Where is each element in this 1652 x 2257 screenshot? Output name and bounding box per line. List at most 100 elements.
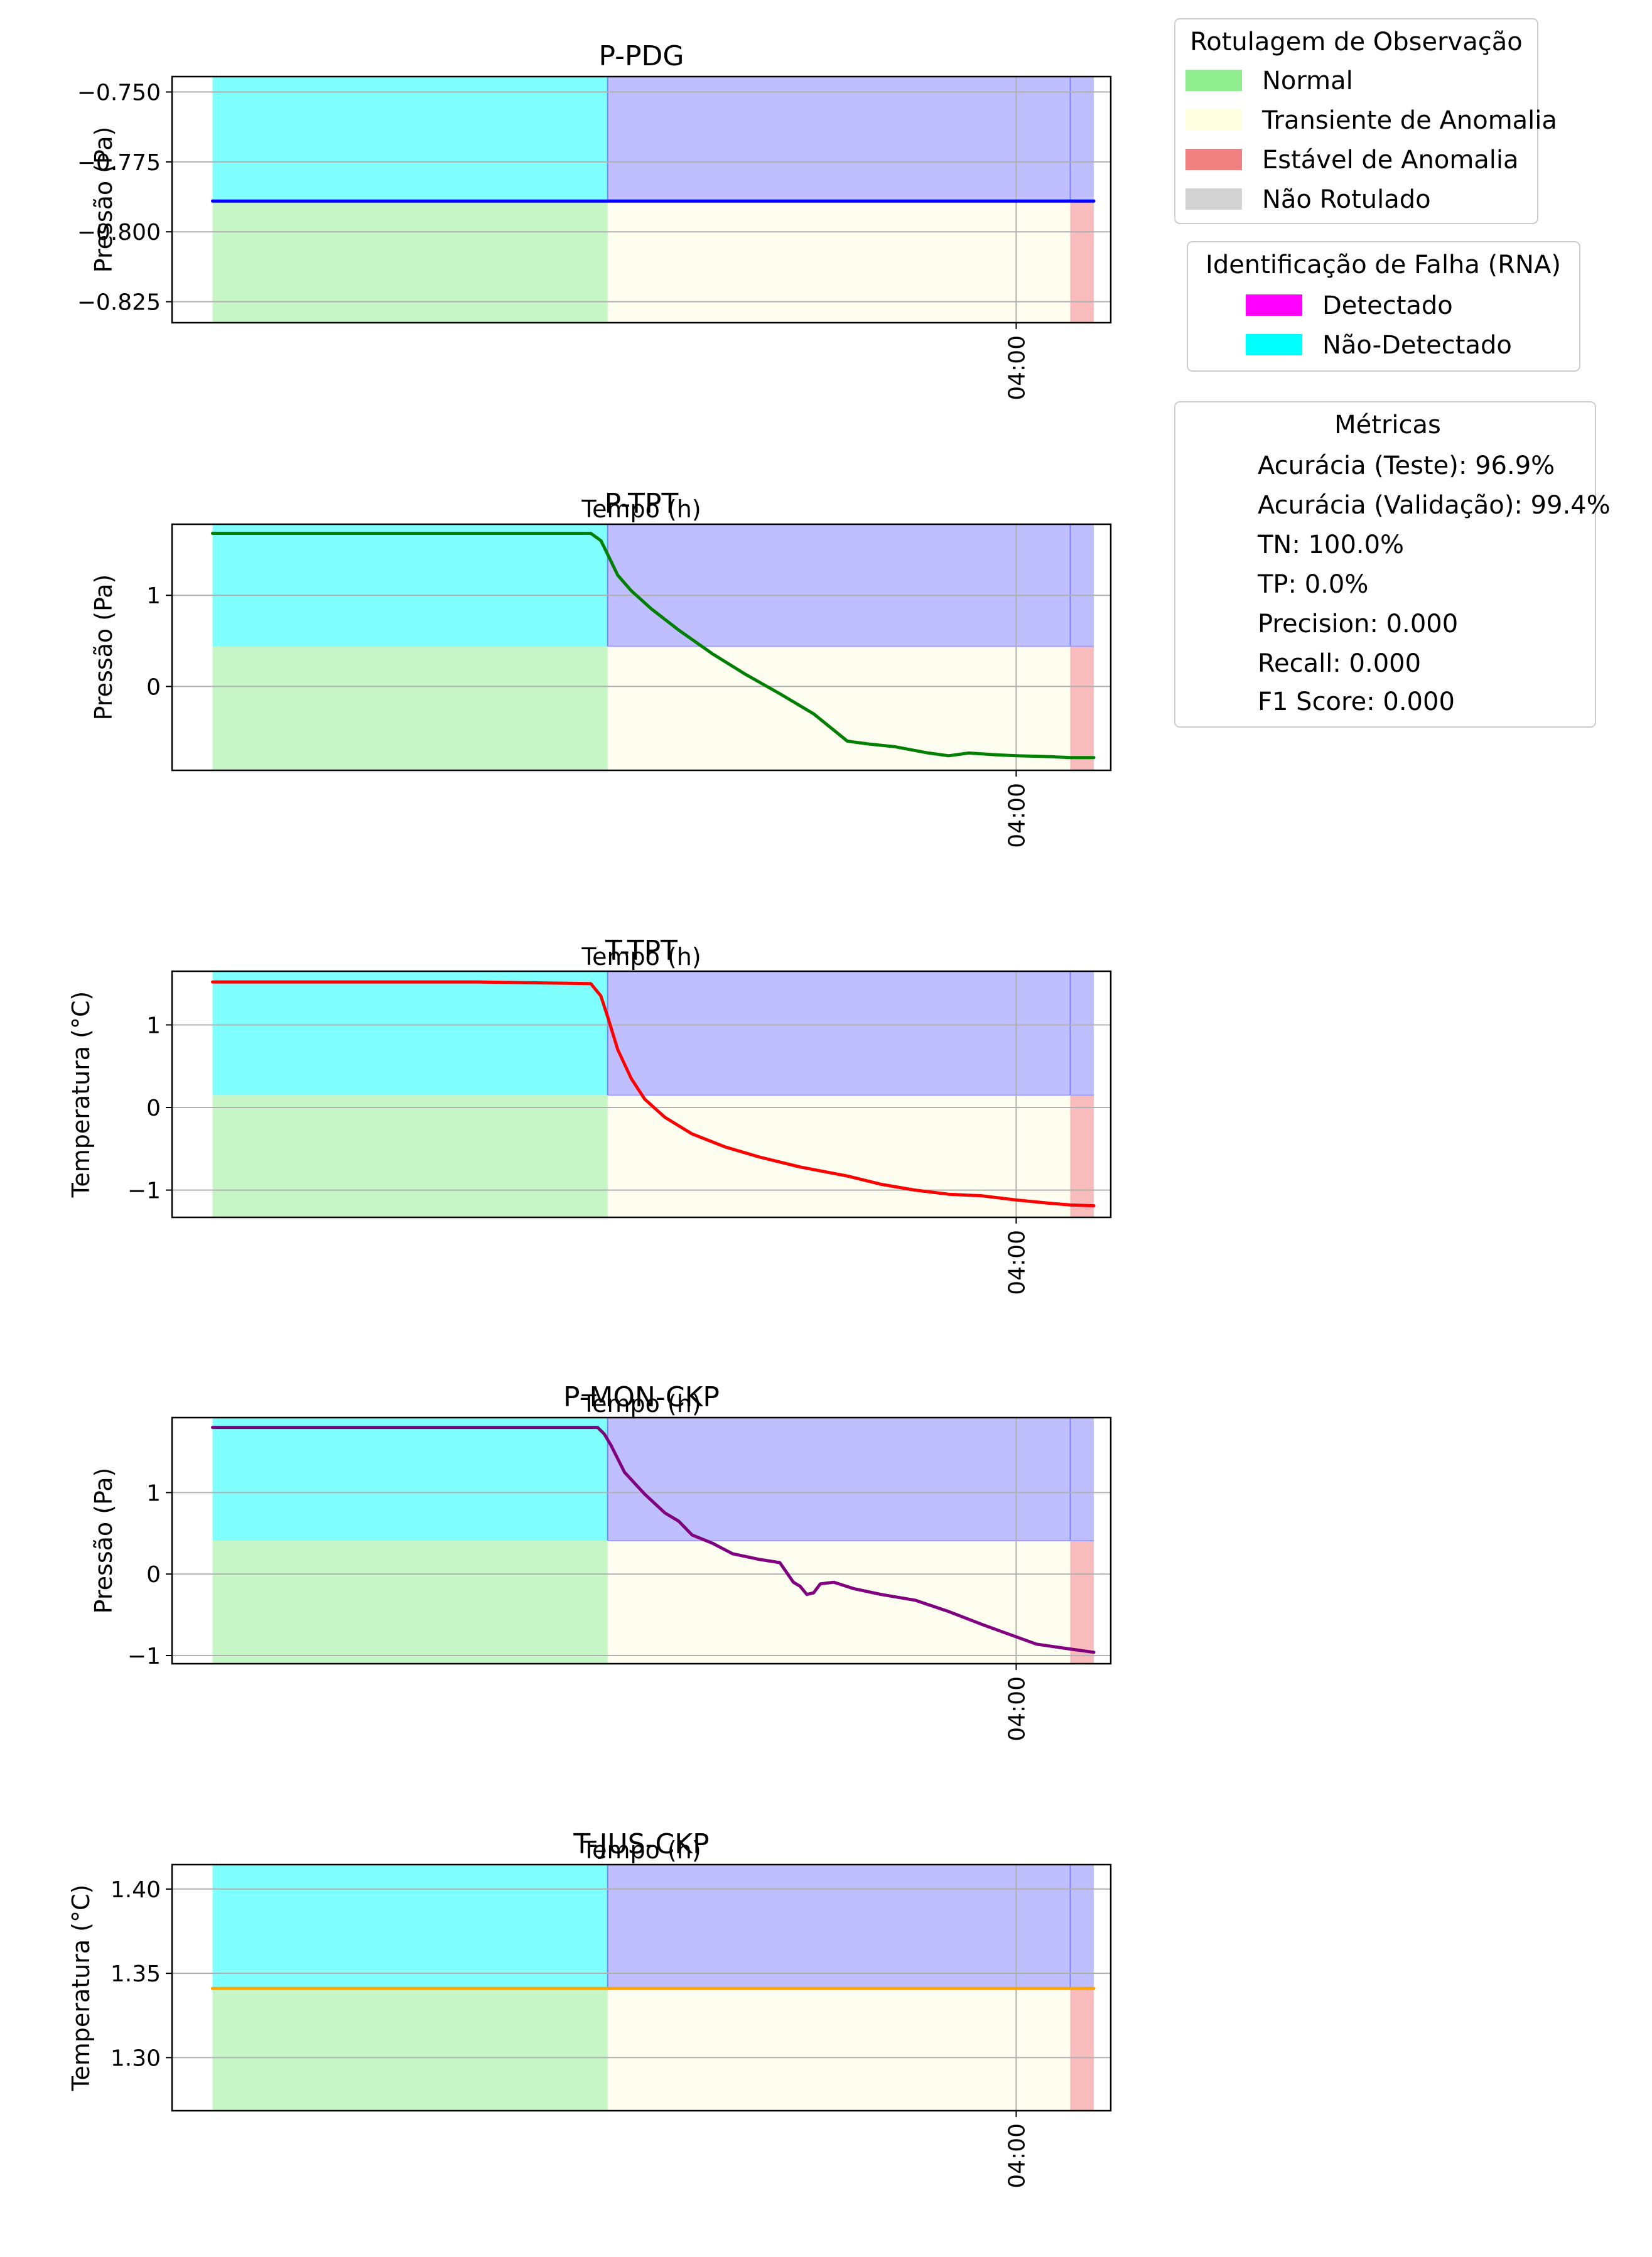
metric-tp: TP: 0.0%	[1257, 570, 1368, 599]
subplot-title: P-MON-CKP	[563, 1381, 720, 1413]
y-tick-label: −0.750	[77, 80, 161, 106]
band-not-detected	[212, 1418, 608, 1541]
legend-label-detected: Detectado	[1322, 291, 1453, 320]
band-stable	[1070, 1095, 1094, 1217]
y-tick-label: 1	[146, 1480, 161, 1506]
band-stable	[1070, 646, 1094, 770]
legend-swatch-normal	[1185, 70, 1242, 91]
band-detected-region	[607, 971, 1094, 1096]
metrics-title: Métricas	[1334, 411, 1441, 439]
x-tick-label: 04:00	[1004, 335, 1030, 401]
y-axis-label: Temperatura (°C)	[67, 991, 95, 1199]
series-line	[211, 1426, 1096, 1654]
band-normal	[212, 1095, 608, 1217]
legend-observation-title: Rotulagem de Observação	[1190, 28, 1522, 57]
band-transient	[607, 1988, 1071, 2111]
axes-frame	[171, 523, 1112, 772]
axes-frame	[171, 1863, 1112, 2112]
band-stable	[1070, 1988, 1094, 2111]
y-tick-label: 0	[146, 1096, 161, 1121]
legend-observation: Rotulagem de Observação Normal Transient…	[1174, 18, 1557, 224]
band-transient	[607, 1541, 1071, 1664]
subplot-title: P-PDG	[599, 40, 684, 72]
metric-precision: Precision: 0.000	[1258, 610, 1458, 638]
legend-swatch-not-detected	[1246, 334, 1302, 355]
band-not-detected	[212, 524, 608, 647]
band-detected-region	[607, 524, 1094, 647]
x-tick-label: 04:00	[1004, 1676, 1030, 1742]
band-stable	[1070, 1541, 1094, 1664]
subplot-title: P-TPT	[605, 488, 679, 520]
legend-label-stable: Estável de Anomalia	[1262, 146, 1519, 175]
x-axis-label: Tempo (h)	[581, 943, 701, 971]
band-detected-region	[607, 1418, 1094, 1541]
y-tick-label: −0.775	[77, 150, 161, 176]
y-tick-label: −0.800	[77, 220, 161, 245]
series-line	[211, 532, 1096, 760]
metrics-box: Métricas Acurácia (Teste): 96.9% Acuráci…	[1174, 401, 1611, 728]
legend-swatch-detected	[1246, 294, 1302, 316]
legend-swatch-transient	[1185, 109, 1242, 131]
legend-swatch-stable	[1185, 149, 1242, 170]
legend-label-not-detected: Não-Detectado	[1322, 331, 1512, 360]
y-axis-label: Pressão (Pa)	[90, 574, 117, 721]
axes-frame	[171, 1416, 1112, 1665]
y-tick-label: 0	[146, 1562, 161, 1588]
band-detected-region	[607, 1865, 1094, 1989]
subplot-title: T-JUS-CKP	[573, 1828, 709, 1860]
legend-label-normal: Normal	[1262, 67, 1353, 95]
band-not-detected	[212, 77, 608, 202]
metric-recall: Recall: 0.000	[1258, 649, 1421, 678]
band-normal	[212, 1988, 608, 2111]
band-detected-region	[607, 77, 1094, 202]
band-not-detected	[212, 971, 608, 1096]
y-tick-label: 1.35	[111, 1961, 161, 1987]
y-tick-label: −1	[127, 1178, 161, 1204]
y-tick-label: −0.825	[77, 290, 161, 316]
y-axis-label: Pressão (Pa)	[90, 127, 117, 273]
band-transient	[607, 201, 1071, 323]
metrics-frame	[1174, 401, 1596, 728]
x-tick-label: 04:00	[1004, 1230, 1030, 1295]
legend-observation-frame	[1174, 18, 1538, 224]
y-tick-label: 1.40	[111, 1877, 161, 1903]
legend-fault: Identificação de Falha (RNA) Detectado N…	[1187, 241, 1580, 372]
metric-accuracy-test: Acurácia (Teste): 96.9%	[1258, 451, 1555, 480]
y-tick-label: 0	[146, 674, 161, 700]
axes-frame	[171, 970, 1112, 1219]
subplot-0: −0.825 −0.800 −0.775 −0.750 04:00 P-PDG Tempo …	[77, 40, 1112, 523]
x-axis-label: Tempo (h)	[581, 495, 701, 523]
y-axis-label: Pressão (Pa)	[90, 1468, 117, 1614]
band-normal	[212, 646, 608, 770]
band-normal	[212, 1541, 608, 1664]
x-axis-label: Tempo (h)	[581, 1836, 701, 1864]
band-normal	[212, 201, 608, 323]
y-axis-label: Temperatura (°C)	[67, 1885, 95, 2092]
band-stable	[1070, 201, 1094, 323]
legend-swatch-unlabeled	[1185, 188, 1242, 210]
band-transient	[607, 646, 1071, 770]
plots-area: −0.825 −0.800 −0.775 −0.750 04:00 P-PDG Tempo …	[67, 40, 1112, 2189]
y-tick-label: 1	[146, 1013, 161, 1039]
metric-f1: F1 Score: 0.000	[1258, 687, 1455, 716]
legend-fault-title: Identificação de Falha (RNA)	[1206, 250, 1561, 279]
x-tick-label: 04:00	[1004, 2123, 1030, 2189]
x-axis-label: Tempo (h)	[581, 1390, 701, 1418]
subplot-title: T-TPT	[605, 935, 678, 967]
y-tick-label: 1.30	[111, 2045, 161, 2071]
x-tick-label: 04:00	[1004, 783, 1030, 848]
y-tick-label: −1	[127, 1644, 161, 1669]
legend-label-unlabeled: Não Rotulado	[1262, 185, 1431, 214]
metric-tn: TN: 100.0%	[1257, 531, 1404, 559]
series-line	[211, 980, 1096, 1208]
axes-frame	[171, 75, 1112, 324]
y-tick-label: 1	[146, 583, 161, 609]
legend-label-transient: Transiente de Anomalia	[1261, 106, 1557, 135]
band-not-detected	[212, 1865, 608, 1989]
metric-accuracy-validation: Acurácia (Validação): 99.4%	[1258, 491, 1611, 520]
